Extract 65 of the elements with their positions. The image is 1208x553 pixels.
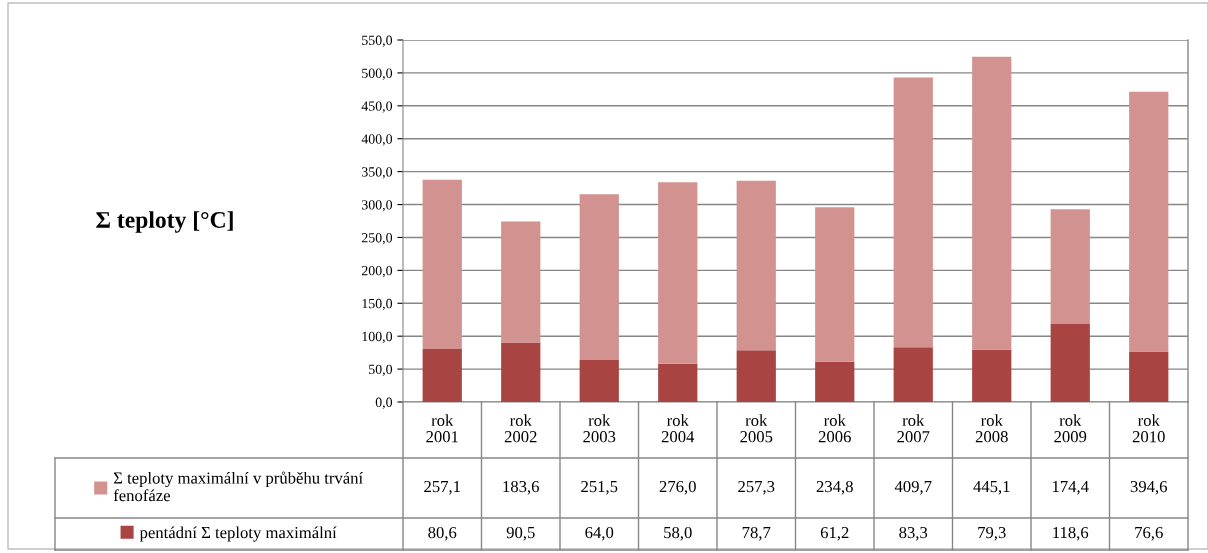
bar — [815, 207, 855, 362]
x-tick-label: rok 2007 — [897, 414, 930, 443]
data-label: 80,6 — [428, 526, 457, 541]
data-label: 257,3 — [738, 480, 775, 495]
y-tick-label: 450,0 — [361, 101, 393, 113]
bar — [893, 347, 933, 402]
y-tick-label: 150,0 — [362, 298, 393, 311]
data-label: 76,6 — [1135, 526, 1163, 541]
bar — [422, 179, 462, 349]
y-tick-label: 400,0 — [361, 134, 393, 146]
legend-label: Σ teploty maximální v průběhu trvání fenofáze — [113, 471, 363, 502]
bar — [1129, 91, 1169, 352]
y-tick-label: 550,0 — [362, 35, 393, 47]
data-label: 64,0 — [585, 526, 614, 541]
bar — [658, 363, 698, 402]
x-tick-label: rok 2001 — [426, 414, 458, 443]
data-label: 90,5 — [506, 526, 535, 541]
x-tick-label: rok 2009 — [1054, 414, 1087, 443]
bar — [579, 359, 619, 402]
y-tick-label: 100,0 — [362, 331, 393, 344]
data-label: 409,7 — [894, 480, 932, 495]
data-label: 61,2 — [820, 526, 849, 541]
data-label: 276,0 — [659, 480, 696, 495]
bar — [658, 182, 698, 364]
bar — [736, 350, 776, 402]
x-tick-label: rok 2008 — [975, 414, 1008, 443]
y-tick-label: 250,0 — [361, 233, 393, 245]
bar — [579, 194, 619, 360]
bar — [972, 56, 1012, 350]
data-label: 174,4 — [1052, 481, 1089, 495]
data-label: 118,6 — [1053, 526, 1089, 541]
x-tick-label: rok 2004 — [661, 414, 695, 443]
y-tick-label: 300,0 — [362, 200, 393, 212]
x-tick-label: rok 2003 — [583, 414, 616, 443]
text: Σ teploty [°C] — [96, 211, 233, 233]
bar — [422, 348, 462, 402]
bar — [1050, 209, 1090, 324]
x-tick-label: rok 2006 — [818, 414, 851, 443]
data-label: 183,6 — [503, 480, 539, 495]
data-label: 251,5 — [581, 480, 618, 495]
bar — [815, 361, 855, 402]
data-label: 445,1 — [973, 481, 1010, 495]
bar — [736, 180, 776, 351]
data-label: 79,3 — [978, 526, 1006, 541]
bar — [501, 342, 541, 402]
y-tick-label: 200,0 — [361, 265, 393, 278]
y-tick-label: 500,0 — [362, 68, 393, 80]
data-label: 58,0 — [664, 526, 692, 541]
x-tick-label: rok 2010 — [1132, 414, 1165, 443]
bar — [893, 77, 933, 348]
bar — [501, 221, 541, 343]
data-label: 234,8 — [816, 480, 853, 495]
y-tick-label: 50,0 — [369, 364, 393, 377]
data-label: 394,6 — [1130, 480, 1167, 495]
y-tick-label: 350,0 — [362, 167, 393, 179]
bar — [1050, 323, 1090, 402]
data-label: 78,7 — [742, 526, 771, 541]
legend-label: pentádní Σ teploty maximální — [139, 526, 337, 542]
x-tick-label: rok 2002 — [504, 414, 537, 443]
y-tick-label: 0,0 — [375, 397, 393, 409]
bar — [972, 349, 1012, 402]
data-label: 83,3 — [899, 526, 928, 541]
x-tick-label: rok 2005 — [740, 414, 773, 443]
data-label: 257,1 — [424, 480, 460, 495]
bar — [1129, 351, 1169, 402]
